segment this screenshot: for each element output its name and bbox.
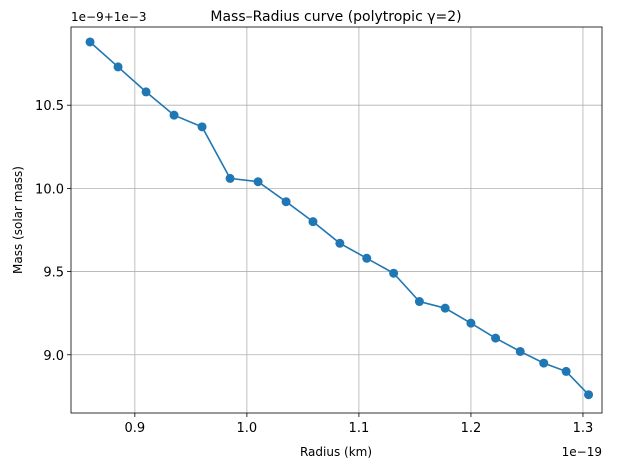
plot-area-frame <box>70 26 603 414</box>
x-offset-label: 1e−19 <box>562 445 602 459</box>
x-tick-label: 1.2 <box>461 421 482 436</box>
grid <box>71 27 602 413</box>
data-point <box>362 253 372 263</box>
data-point <box>253 177 263 187</box>
series-mass-radius <box>85 37 594 400</box>
axis-ticks: 0.9 1.0 1.1 1.2 1.3 9.0 9.5 10.0 10.5 <box>35 99 593 436</box>
data-point <box>308 217 318 227</box>
data-point <box>414 297 424 307</box>
y-tick-label: 9.0 <box>43 349 64 364</box>
x-tick-label: 1.1 <box>349 421 370 436</box>
data-point <box>335 238 345 248</box>
y-offset-label: 1e−9+1e−3 <box>71 10 146 24</box>
data-point <box>281 197 291 207</box>
data-point <box>389 268 399 278</box>
y-axis-label: Mass (solar mass) <box>11 166 25 274</box>
data-point <box>85 37 95 47</box>
x-tick-label: 1.3 <box>573 421 594 436</box>
x-tick-label: 1.0 <box>237 421 258 436</box>
y-tick-label: 10.0 <box>35 182 64 197</box>
data-point <box>491 333 501 343</box>
data-point <box>141 87 151 97</box>
data-point <box>197 122 207 132</box>
data-point <box>466 318 476 328</box>
y-tick-label: 10.5 <box>35 99 64 114</box>
chart-title: Mass–Radius curve (polytropic γ=2) <box>210 9 461 25</box>
data-point <box>225 173 235 183</box>
data-point <box>539 358 549 368</box>
x-tick-label: 0.9 <box>125 421 146 436</box>
data-point <box>169 110 179 120</box>
series-line <box>89 41 590 396</box>
x-axis-label: Radius (km) <box>300 445 372 459</box>
data-point <box>561 366 571 376</box>
data-point <box>515 346 525 356</box>
y-tick-label: 9.5 <box>43 266 64 281</box>
data-point <box>584 390 594 400</box>
data-point <box>113 62 123 72</box>
data-point <box>440 303 450 313</box>
